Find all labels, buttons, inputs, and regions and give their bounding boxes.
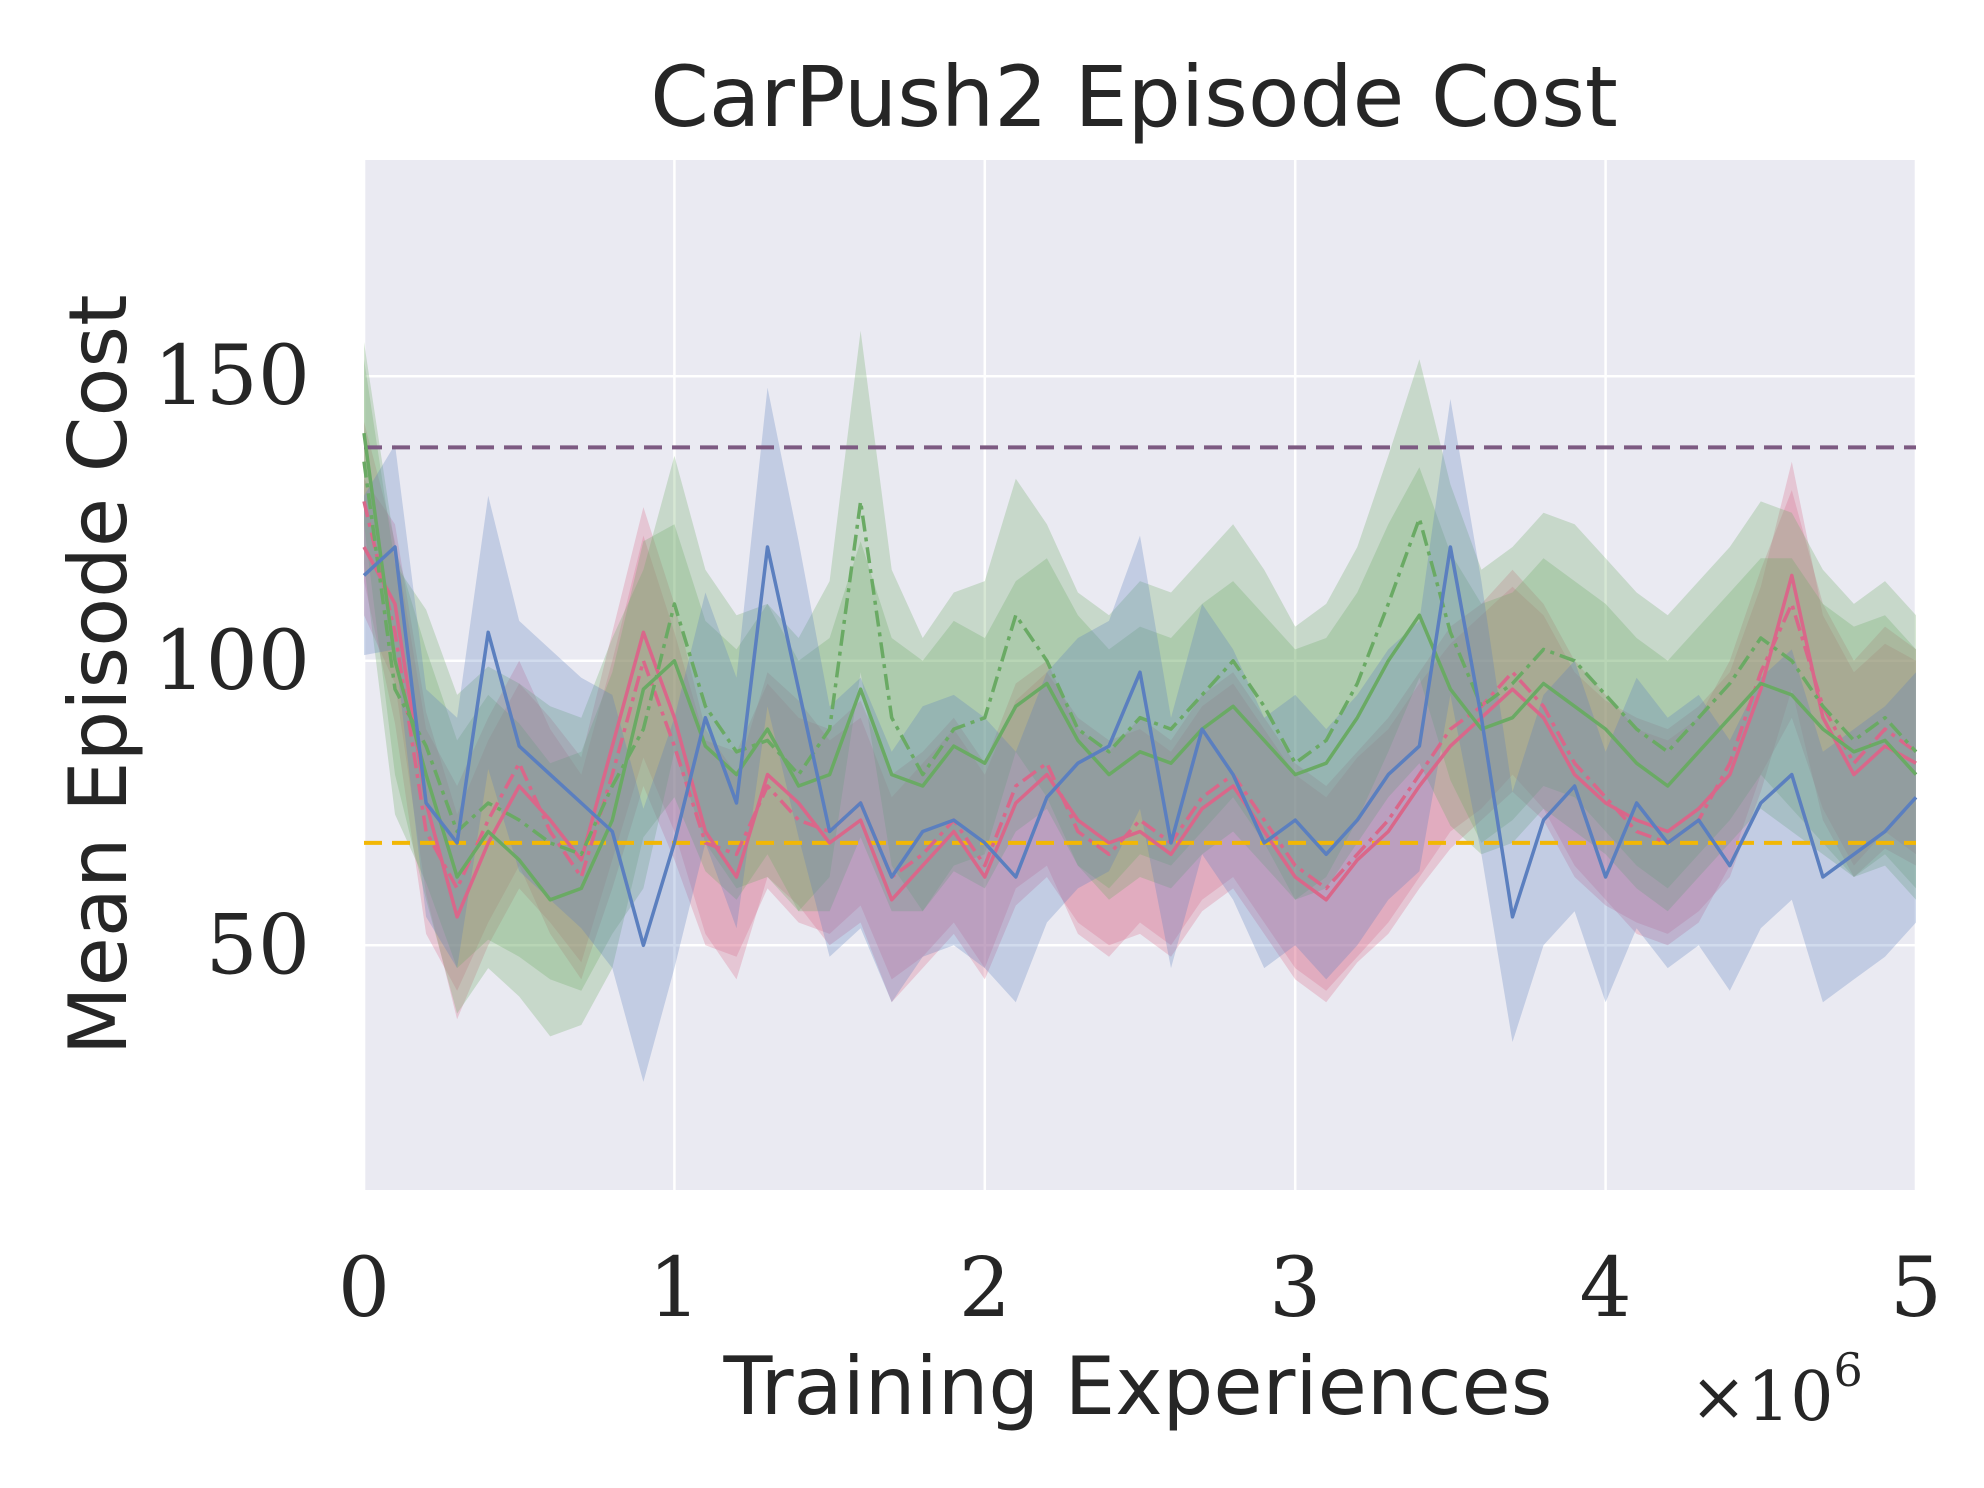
blue-solid-line xyxy=(362,545,1918,948)
x-multiplier-base: ×10 xyxy=(1690,1358,1834,1437)
x-tick-label: 1 xyxy=(648,1241,700,1336)
x-tick-labels: 0 1 2 3 4 5 xyxy=(338,1241,1942,1336)
x-tick-label: 2 xyxy=(959,1241,1011,1336)
green-dashdot-line xyxy=(362,461,1918,857)
series-lines xyxy=(362,432,1918,948)
x-axis-label: Training Experiences xyxy=(723,1340,1553,1433)
red-solid-band xyxy=(364,461,1916,1020)
grid xyxy=(362,160,1918,1190)
x-tick-label: 3 xyxy=(1269,1241,1321,1336)
green-solid-band xyxy=(364,342,1916,1037)
red-dashdot-line xyxy=(362,500,1918,891)
x-tick-label: 0 xyxy=(338,1241,390,1336)
blue-solid-band xyxy=(364,387,1916,1082)
x-tick-label: 5 xyxy=(1890,1241,1942,1336)
green-solid-line xyxy=(362,432,1918,902)
y-tick-label: 100 xyxy=(153,614,310,709)
x-multiplier-exponent: 6 xyxy=(1834,1343,1863,1397)
y-tick-label: 50 xyxy=(206,898,310,993)
y-tick-labels: 50 100 150 xyxy=(153,329,310,993)
x-tick-label: 4 xyxy=(1580,1241,1632,1336)
y-axis-label: Mean Episode Cost xyxy=(52,295,145,1056)
x-multiplier: ×106 xyxy=(1690,1343,1863,1437)
chart-title: CarPush2 Episode Cost xyxy=(650,48,1618,146)
reference-lines xyxy=(364,445,1916,845)
y-tick-label: 150 xyxy=(153,329,310,424)
red-dashdot-band xyxy=(364,421,1916,991)
